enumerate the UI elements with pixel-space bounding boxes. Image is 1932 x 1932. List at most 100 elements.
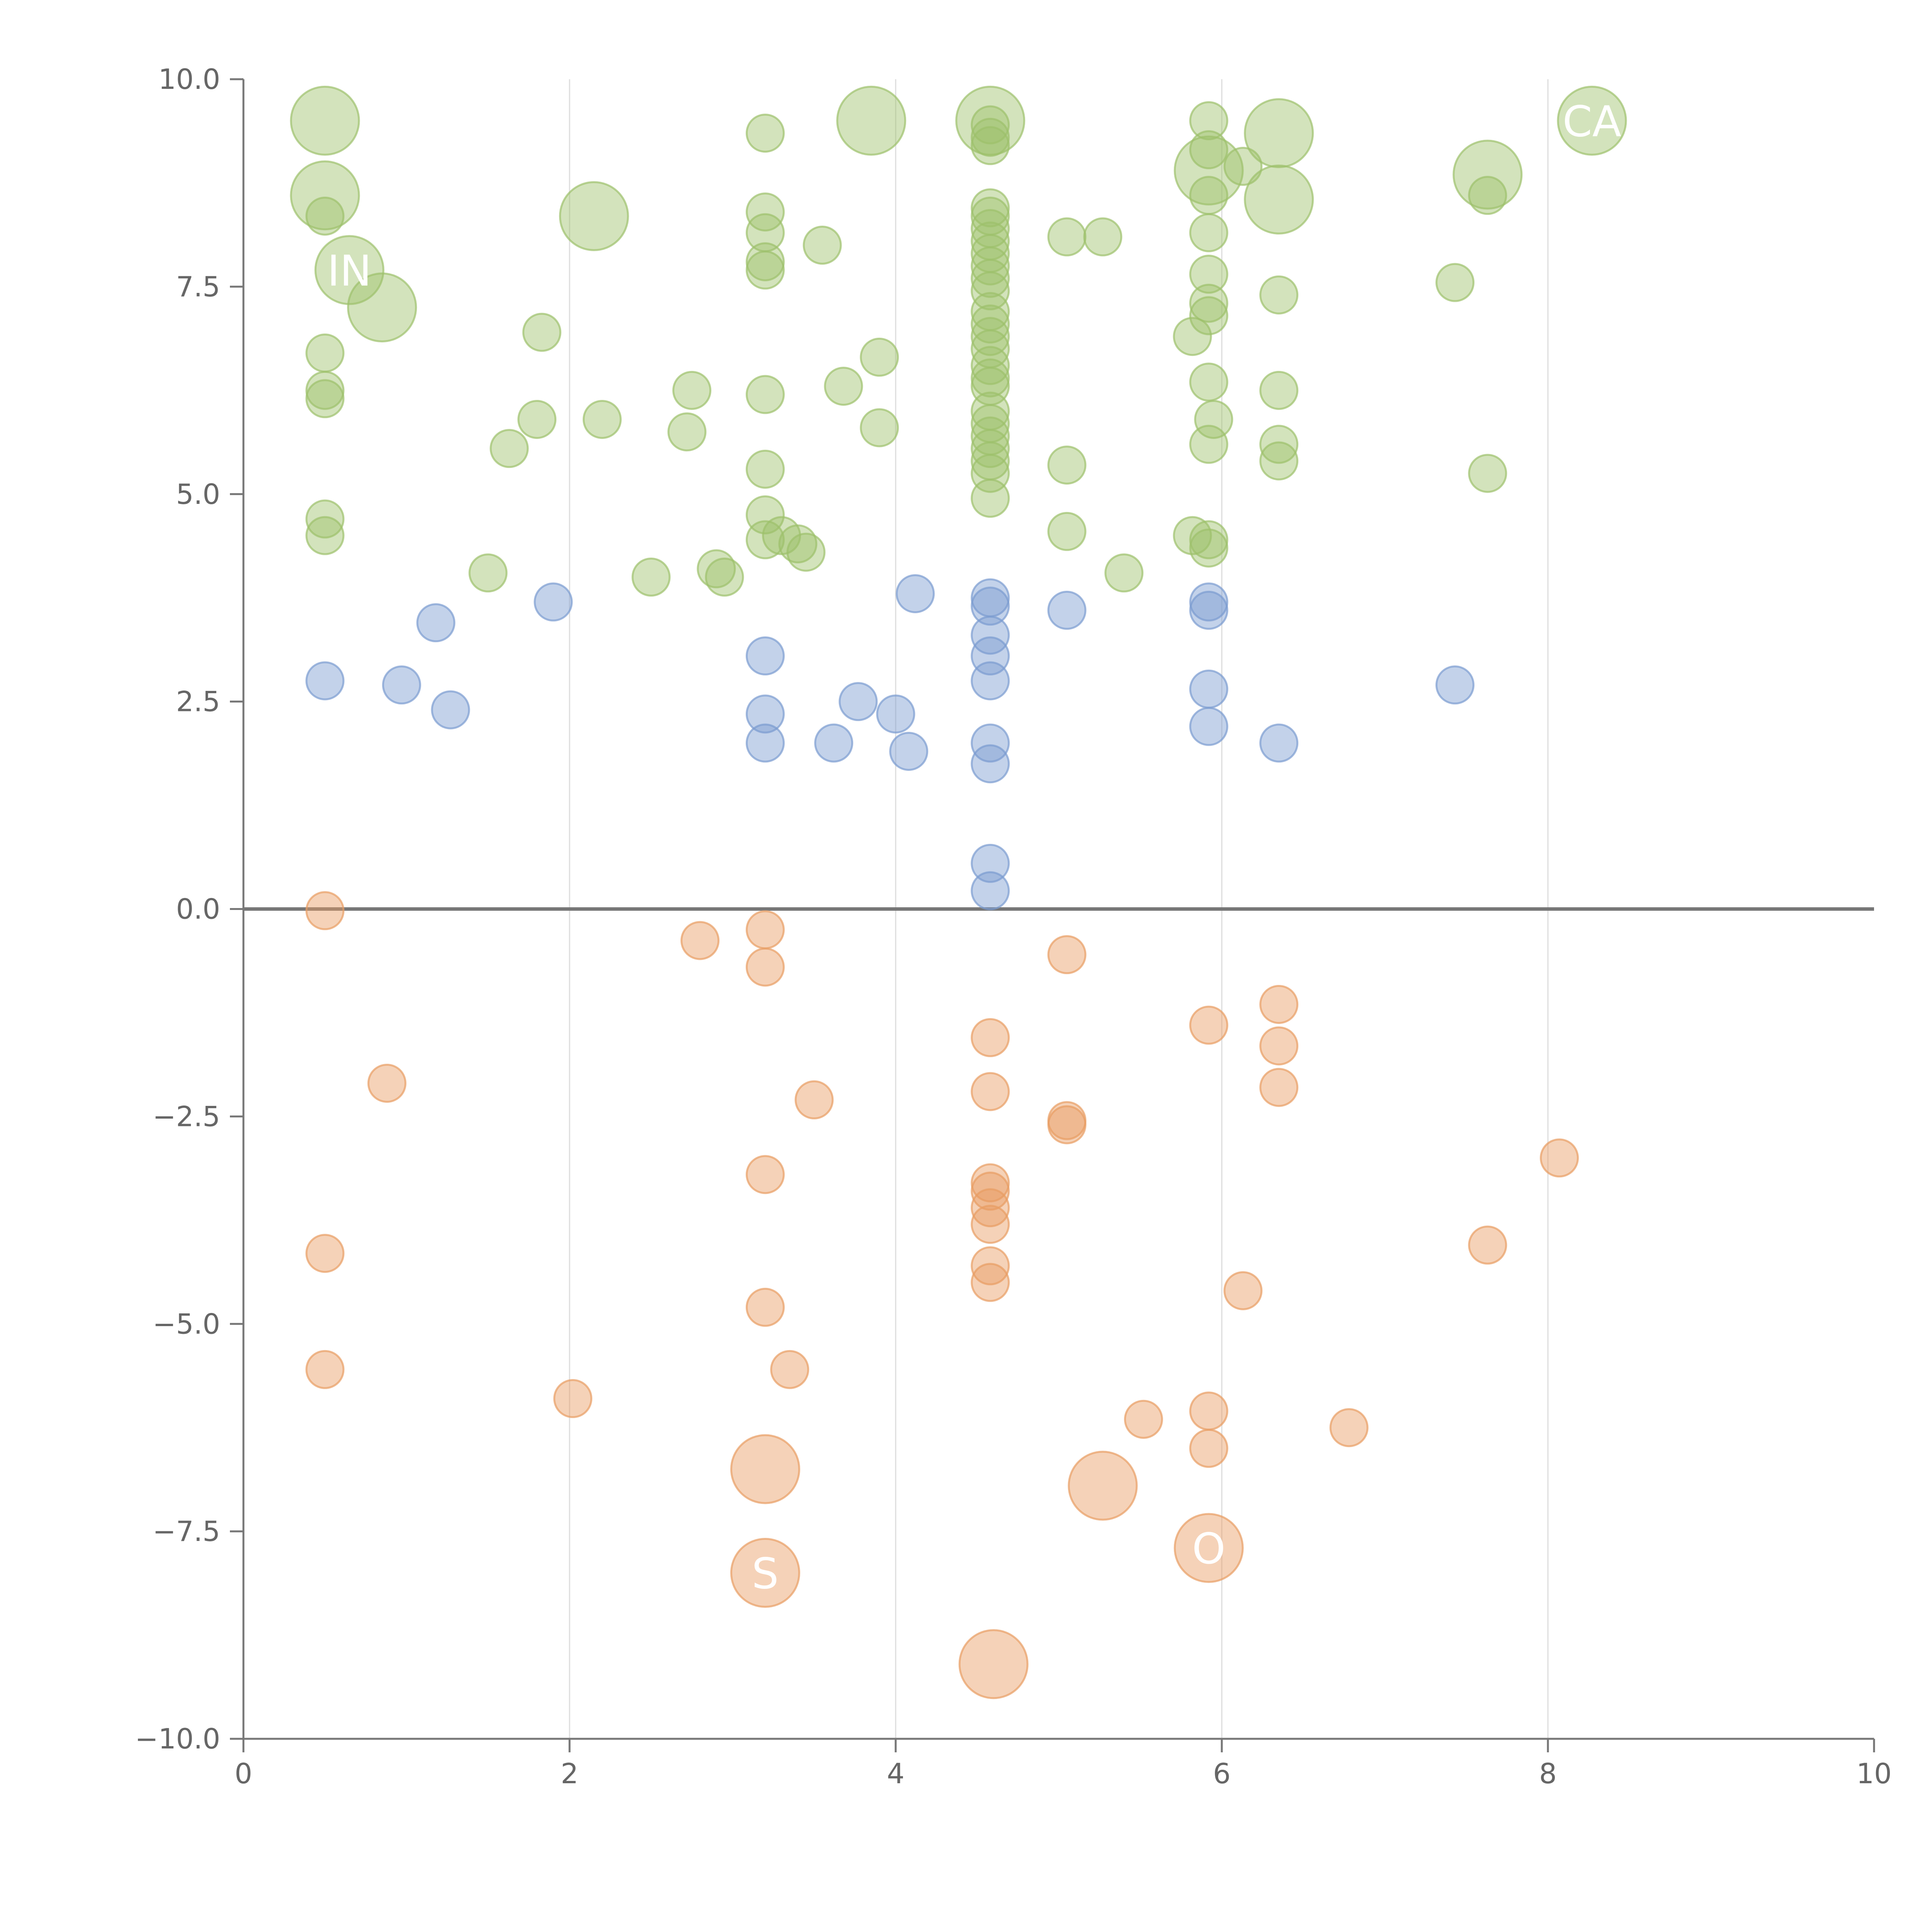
data-point [1244, 164, 1314, 235]
data-point [1104, 553, 1144, 593]
data-point [1189, 1005, 1228, 1045]
data-point [305, 1350, 345, 1389]
data-point [971, 126, 1010, 165]
data-point [1189, 1391, 1228, 1431]
data-point [290, 160, 360, 231]
data-point [730, 1538, 800, 1608]
data-point [814, 723, 854, 763]
data-point [770, 1350, 810, 1389]
data-point [559, 181, 629, 251]
data-point [305, 379, 345, 418]
data-point [1173, 317, 1212, 356]
data-point [1259, 371, 1299, 410]
data-point [290, 85, 360, 156]
data-point [1259, 1026, 1299, 1066]
data-point [971, 478, 1010, 518]
data-point [1259, 723, 1299, 763]
data-point [431, 690, 470, 730]
data-point [522, 313, 561, 352]
data-point [824, 367, 863, 406]
data-point [680, 921, 720, 960]
y-tick-label: −10.0 [135, 1723, 220, 1755]
y-tick-label: 5.0 [176, 478, 220, 510]
data-point [582, 400, 622, 439]
data-point [534, 582, 573, 622]
data-point [971, 871, 1010, 910]
data-point [667, 412, 707, 452]
x-tick-label: 2 [561, 1757, 578, 1790]
data-point [1244, 98, 1314, 168]
data-point [971, 744, 1010, 784]
data-point [745, 375, 785, 414]
data-point [1468, 454, 1507, 493]
data-point [1189, 528, 1228, 568]
data-point [1047, 217, 1087, 257]
data-point [971, 1072, 1010, 1111]
data-point [1189, 213, 1228, 252]
data-point [305, 371, 345, 410]
data-point [1194, 400, 1233, 439]
data-point [745, 192, 785, 232]
data-point [876, 694, 915, 734]
data-point [1189, 590, 1228, 630]
data-point [1435, 263, 1475, 302]
data-point [971, 1263, 1010, 1302]
data-point [745, 1155, 785, 1194]
data-point [730, 1434, 800, 1504]
data-point [1189, 176, 1228, 215]
data-point [1068, 1451, 1138, 1521]
data-point [794, 1080, 834, 1119]
data-point [1047, 935, 1087, 975]
y-tick-label: −7.5 [153, 1515, 220, 1548]
data-point [971, 259, 1010, 298]
data-point [705, 558, 744, 597]
data-point [1189, 296, 1228, 335]
data-point [1189, 1429, 1228, 1468]
x-tick-label: 6 [1213, 1757, 1231, 1790]
data-point [745, 723, 785, 763]
data-point [1468, 176, 1507, 215]
x-tick-label: 4 [887, 1757, 905, 1790]
data-point [745, 250, 785, 290]
data-point [1468, 1225, 1507, 1265]
data-point [1189, 520, 1228, 560]
y-tick-label: −5.0 [153, 1308, 220, 1340]
data-point [314, 235, 384, 305]
data-point [971, 1188, 1010, 1228]
data-point [971, 1246, 1010, 1286]
data-point [1173, 1513, 1244, 1583]
y-tick-label: 7.5 [176, 270, 220, 303]
data-point [971, 117, 1010, 157]
data-point [367, 1063, 406, 1103]
data-point [1173, 516, 1212, 555]
x-tick-label: 0 [235, 1757, 252, 1790]
y-tick-label: 10.0 [158, 63, 220, 95]
data-point [382, 665, 421, 705]
data-point [745, 694, 785, 734]
data-point [1557, 85, 1627, 156]
x-tick-label: 8 [1539, 1757, 1557, 1790]
data-point [1259, 985, 1299, 1024]
data-points [290, 85, 1627, 1699]
data-point [1189, 130, 1228, 170]
data-point [1189, 101, 1228, 140]
data-point [889, 731, 929, 771]
data-point [1047, 590, 1087, 630]
data-point [1435, 665, 1475, 705]
y-tick-label: 0.0 [176, 893, 220, 925]
data-point [1047, 1105, 1087, 1145]
data-point [860, 408, 899, 447]
data-point [1189, 669, 1228, 709]
point-label: O [1192, 1524, 1226, 1573]
data-point [786, 532, 826, 572]
data-point [305, 1234, 345, 1273]
data-point [958, 1629, 1029, 1699]
point-labels: IN CA S O [327, 97, 1621, 1598]
data-point [971, 723, 1010, 763]
data-point [971, 346, 1010, 385]
data-point [896, 574, 935, 613]
data-point [803, 226, 842, 265]
data-point [468, 553, 508, 593]
data-point [416, 603, 456, 643]
